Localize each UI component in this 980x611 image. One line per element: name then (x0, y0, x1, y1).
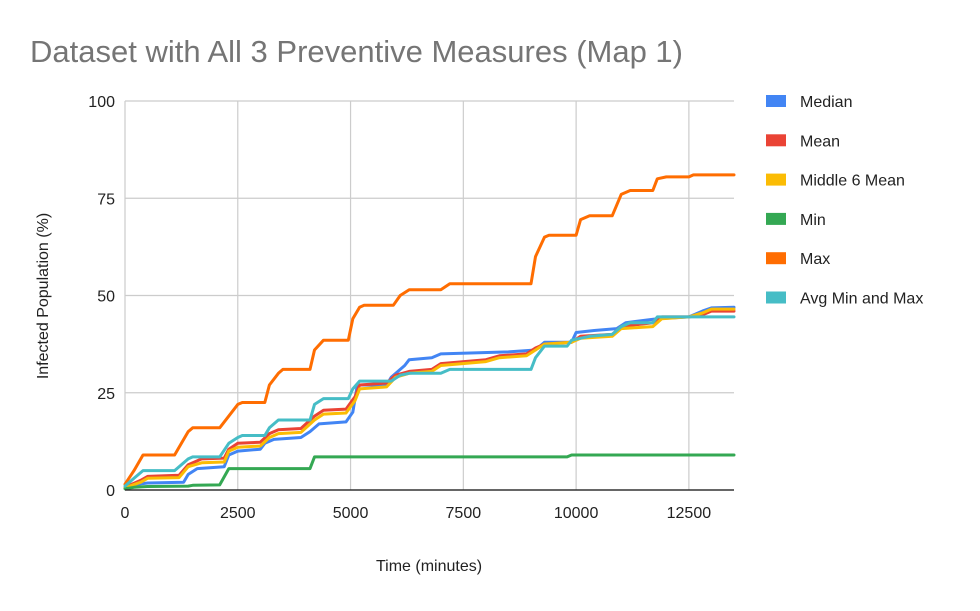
y-axis-label: Infected Population (%) (35, 213, 52, 379)
legend-item-4: Max (766, 251, 830, 268)
chart-title: Dataset with All 3 Preventive Measures (… (30, 34, 683, 69)
legend-item-3: Min (766, 212, 826, 229)
legend-label-0: Median (800, 94, 852, 111)
series-line-4 (123, 173, 736, 486)
x-tick-label-3: 7500 (446, 505, 482, 522)
series-line-5 (123, 315, 736, 488)
legend-label-5: Avg Min and Max (800, 291, 923, 308)
legend-item-5: Avg Min and Max (766, 291, 923, 308)
legend-swatch-4 (766, 252, 786, 265)
legend-label-3: Min (800, 212, 826, 229)
x-axis-ticks: 0 2500 5000 7500 10000 12500 (121, 505, 712, 522)
legend: Median Mean Middle 6 Mean Min Max Avg Min and… (766, 94, 923, 308)
legend-item-2: Middle 6 Mean (766, 173, 905, 190)
x-tick-label-1: 2500 (220, 505, 256, 522)
y-tick-label-0: 0 (106, 483, 115, 500)
series-line-3 (123, 453, 736, 491)
x-axis-label: Time (minutes) (376, 558, 482, 575)
legend-swatch-1 (766, 134, 786, 147)
legend-swatch-2 (766, 173, 786, 186)
y-axis-ticks: 0 25 50 75 100 (88, 94, 115, 500)
legend-item-1: Mean (766, 133, 840, 150)
legend-swatch-0 (766, 95, 786, 107)
legend-label-4: Max (800, 251, 830, 268)
x-tick-label-2: 5000 (333, 505, 369, 522)
legend-item-0: Median (766, 94, 852, 111)
series-lines (123, 173, 736, 491)
y-tick-label-3: 75 (97, 191, 115, 208)
x-tick-label-5: 12500 (667, 505, 712, 522)
y-tick-label-1: 25 (97, 386, 115, 403)
y-tick-label-4: 100 (88, 94, 115, 111)
legend-label-1: Mean (800, 133, 840, 150)
x-tick-label-4: 10000 (554, 505, 599, 522)
legend-label-2: Middle 6 Mean (800, 173, 905, 190)
series-line-2 (123, 307, 736, 490)
grid (124, 100, 734, 490)
legend-swatch-5 (766, 291, 786, 304)
x-tick-label-0: 0 (121, 505, 130, 522)
legend-swatch-3 (766, 212, 786, 225)
y-tick-label-2: 50 (97, 289, 115, 306)
